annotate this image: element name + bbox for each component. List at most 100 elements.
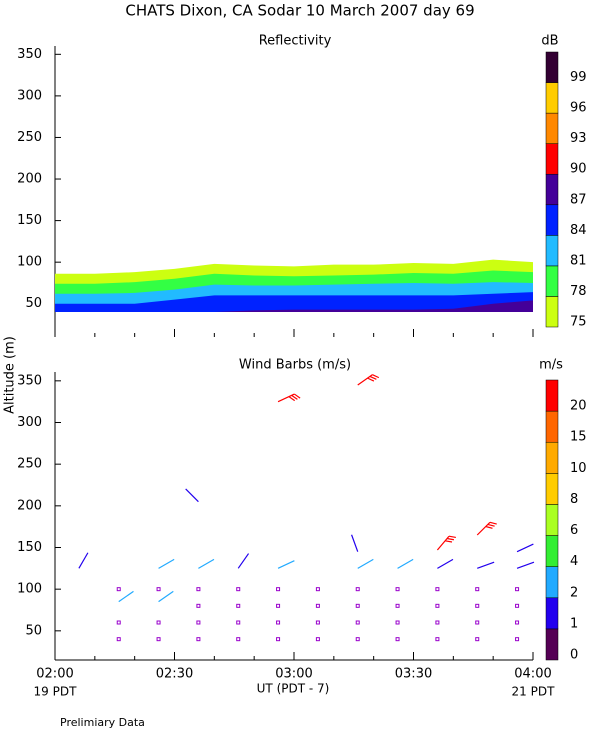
calm-marker: [395, 603, 400, 608]
y-tick-label: 200: [17, 172, 42, 187]
x-tick-label: 02:00: [36, 667, 73, 682]
y-tick-label: 300: [17, 88, 42, 103]
calm-marker: [355, 637, 360, 642]
colorbar-segment: [545, 143, 559, 175]
colorbar-segment: [545, 566, 559, 599]
wind-barb: [237, 553, 250, 569]
colorbar-label: 84: [570, 223, 587, 238]
calm-marker: [355, 603, 360, 608]
calm-marker: [276, 587, 281, 592]
calm-marker: [116, 620, 121, 625]
x-axis-label: UT (PDT - 7): [257, 682, 330, 696]
colorbar-label: 96: [570, 101, 587, 116]
colorbar-segment: [545, 379, 559, 412]
wind-barb: [78, 552, 89, 569]
y-tick-label: 250: [17, 457, 42, 472]
calm-marker: [435, 637, 440, 642]
calm-marker: [395, 587, 400, 592]
wind-barb: [437, 558, 454, 569]
colorbar-label: 20: [570, 399, 587, 414]
wind-barb: [357, 558, 374, 569]
colorbar-label: 90: [570, 162, 587, 177]
colorbar-segment: [545, 82, 559, 114]
calm-marker: [315, 620, 320, 625]
calm-marker: [475, 603, 480, 608]
colorbar-segment: [545, 410, 559, 443]
calm-marker: [515, 637, 520, 642]
colorbar-segment: [545, 204, 559, 236]
calm-marker: [236, 637, 241, 642]
x-tick-label: 03:30: [395, 667, 432, 682]
calm-marker: [276, 603, 281, 608]
colorbar-label: 15: [570, 430, 587, 445]
y-tick-label: 50: [25, 296, 42, 311]
y-tick-label: 100: [17, 582, 42, 597]
calm-marker: [156, 620, 161, 625]
wind-barb: [158, 558, 175, 569]
calm-marker: [276, 620, 281, 625]
colorbar-label: 81: [570, 253, 587, 268]
calm-marker: [515, 620, 520, 625]
colorbar-segment: [545, 173, 559, 206]
calm-marker: [435, 603, 440, 608]
reflectivity-band: [55, 300, 533, 313]
calm-marker: [435, 587, 440, 592]
calm-marker: [196, 587, 201, 592]
y-tick-label: 150: [17, 540, 42, 555]
colorbar-label: 6: [570, 523, 578, 538]
footnote: Prelimiary Data: [60, 716, 145, 729]
wind-barb: [436, 535, 456, 551]
colorbar-unit: dB: [541, 34, 558, 49]
wind-barb: [477, 561, 495, 569]
calm-marker: [315, 637, 320, 642]
wind-barb: [516, 543, 534, 553]
colorbar-segment: [545, 441, 559, 474]
colorbar-segment: [545, 235, 559, 267]
calm-marker: [196, 620, 201, 625]
wind-barb: [185, 488, 199, 503]
colorbar-label: 1: [570, 616, 578, 631]
calm-marker: [236, 620, 241, 625]
colorbar-segment: [545, 51, 559, 83]
start-label: 19 PDT: [34, 685, 78, 699]
calm-marker: [395, 620, 400, 625]
y-tick-label: 350: [17, 47, 42, 62]
x-tick-label: 02:30: [156, 667, 193, 682]
calm-marker: [475, 587, 480, 592]
y-tick-label: 150: [17, 213, 42, 228]
colorbar-segment: [545, 265, 559, 297]
calm-marker: [395, 637, 400, 642]
calm-marker: [156, 637, 161, 642]
calm-marker: [315, 603, 320, 608]
x-tick-label: 04:00: [514, 667, 551, 682]
calm-marker: [315, 587, 320, 592]
wind-barb: [277, 560, 295, 569]
y-tick-label: 300: [17, 415, 42, 430]
calm-marker: [276, 637, 281, 642]
colorbar-segment: [545, 296, 559, 328]
colorbar-segment: [545, 597, 559, 630]
calm-marker: [355, 620, 360, 625]
calm-marker: [236, 603, 241, 608]
wind-barb: [397, 558, 414, 569]
colorbar-segment: [545, 504, 559, 536]
calm-marker: [435, 620, 440, 625]
calm-marker: [156, 587, 161, 592]
colorbar-label: 2: [570, 585, 578, 600]
wind-barb: [476, 521, 497, 536]
end-label: 21 PDT: [512, 685, 556, 699]
colorbar-label: 93: [570, 131, 587, 146]
wind-barb: [118, 590, 134, 603]
y-tick-label: 100: [17, 255, 42, 270]
colorbar-segment: [545, 473, 559, 505]
colorbar-label: 0: [570, 648, 578, 663]
wind-barb: [516, 561, 535, 569]
colorbar-label: 78: [570, 284, 587, 299]
colorbar-label: 87: [570, 192, 587, 207]
x-tick-label: 03:00: [275, 667, 312, 682]
wind-barb: [158, 590, 174, 603]
panel-title: Reflectivity: [259, 34, 332, 49]
colorbar-segment: [545, 628, 559, 661]
wind-barb: [357, 374, 380, 386]
